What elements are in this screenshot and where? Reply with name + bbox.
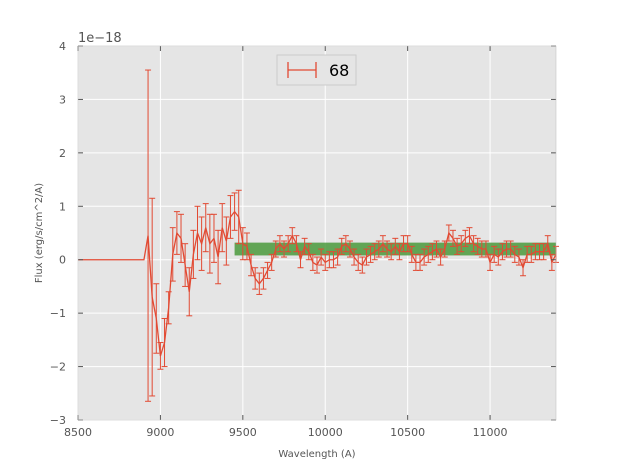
y-tick-label: 1 (59, 200, 66, 213)
x-axis-label: Wavelength (A) (278, 449, 355, 460)
x-tick-label: 9000 (146, 426, 174, 439)
y-axis-label: Flux (erg/s/cm^2/A) (34, 183, 45, 283)
y-tick-label: 3 (59, 93, 66, 106)
y-tick-label: 4 (59, 40, 66, 53)
x-tick-label: 11000 (473, 426, 508, 439)
y-offset-label: 1e−18 (78, 31, 122, 46)
legend-marker (287, 62, 317, 78)
legend: 68 (276, 54, 357, 86)
x-tick-label: 10000 (308, 426, 343, 439)
x-tick-label: 8500 (64, 426, 92, 439)
y-tick-label: −3 (50, 414, 66, 427)
y-tick-label: −2 (50, 361, 66, 374)
y-tick-label: 2 (59, 147, 66, 160)
axis-ticks: 8500 9000 9500 10000 10500 11000 −3 −2 −1 0 1 2 3 4 (50, 40, 557, 439)
series-line-68 (78, 210, 557, 357)
plot-frame (77, 45, 557, 421)
x-tick-label: 9500 (229, 426, 257, 439)
series-line-layer (78, 210, 557, 357)
y-tick-label: 0 (59, 254, 66, 267)
y-tick-label: −1 (50, 307, 66, 320)
legend-entry-68: 68 (329, 61, 349, 80)
x-tick-label: 10500 (390, 426, 425, 439)
plot-area (78, 46, 556, 420)
